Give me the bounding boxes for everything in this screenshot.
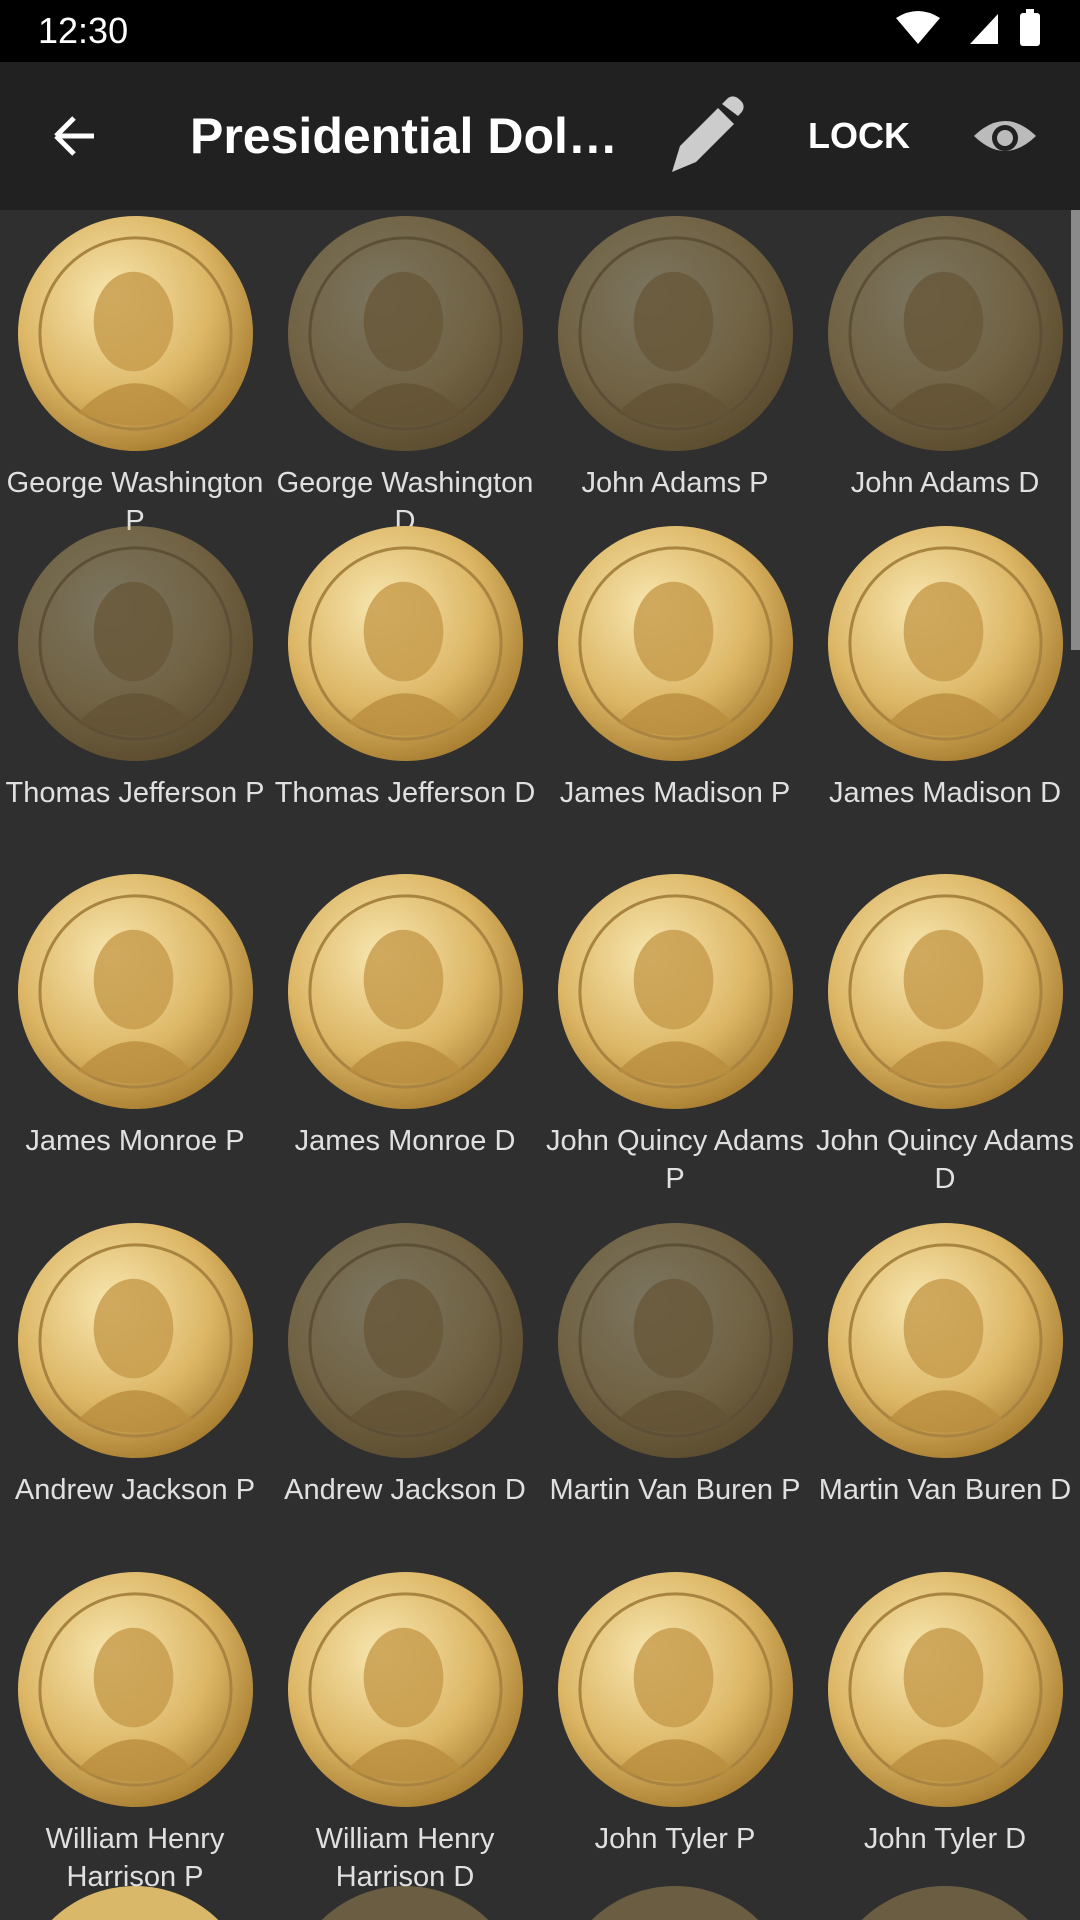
scrollbar <box>1071 210 1080 650</box>
coin-label: John Quincy Adams P <box>546 1125 804 1195</box>
coin-image <box>827 1222 1064 1459</box>
coin-image <box>17 873 254 1110</box>
coin-label: Martin Van Buren P <box>549 1474 801 1506</box>
coin-label: William Henry Harrison P <box>45 1823 225 1893</box>
coin-label: James Madison P <box>559 777 791 809</box>
back-button[interactable] <box>54 116 94 156</box>
coin-label: George Washington D <box>276 467 534 537</box>
coin-label: John Tyler D <box>863 1823 1027 1855</box>
coin-image <box>557 873 794 1110</box>
edit-button[interactable] <box>672 96 744 172</box>
coin-label: Andrew Jackson D <box>284 1474 526 1506</box>
coin-image <box>827 873 1064 1110</box>
coin-grid: George Washington P George Washington D Jo… <box>0 210 1080 1920</box>
clock: 12:30 <box>38 10 129 51</box>
app-bar-icons <box>54 96 1036 172</box>
coin-image <box>287 1222 524 1459</box>
coin-label: Thomas Jefferson D <box>274 777 536 809</box>
coin-label: John Quincy Adams D <box>816 1125 1074 1195</box>
coin-image <box>827 215 1064 452</box>
coin-label: John Adams D <box>850 467 1040 499</box>
coin-label: John Tyler P <box>594 1823 756 1855</box>
status-bar: 12:30 <box>0 0 1080 62</box>
coin-image <box>287 1571 524 1808</box>
coin-image <box>827 1571 1064 1808</box>
coin-image <box>17 525 254 762</box>
coin-image <box>287 873 524 1110</box>
coin-image <box>557 1571 794 1808</box>
coin-image <box>827 525 1064 762</box>
coin-label: Thomas Jefferson P <box>5 777 265 809</box>
coin-label: William Henry Harrison D <box>315 1823 495 1893</box>
status-icons <box>896 9 1040 46</box>
coin-label: Martin Van Buren D <box>818 1474 1072 1506</box>
coin-label: James Monroe P <box>25 1125 245 1157</box>
coin-label: Andrew Jackson P <box>14 1474 256 1506</box>
coin-image <box>17 1571 254 1808</box>
coin-image <box>287 215 524 452</box>
lock-button[interactable]: LOCK <box>808 115 910 156</box>
coin-image <box>557 215 794 452</box>
coin-image <box>17 1222 254 1459</box>
coin-label: James Monroe D <box>294 1125 516 1157</box>
coin-label: John Adams P <box>581 467 769 499</box>
coin-image <box>557 1222 794 1459</box>
coin-image <box>557 525 794 762</box>
next-row-coins <box>51 1886 1029 1920</box>
coin-image <box>17 215 254 452</box>
visibility-button[interactable] <box>974 121 1036 151</box>
coin-image <box>287 525 524 762</box>
screen-title: Presidential Dol… <box>190 108 618 164</box>
coin-label: James Madison D <box>828 777 1062 809</box>
app-bar: Presidential Dol… LOCK <box>0 62 1080 210</box>
